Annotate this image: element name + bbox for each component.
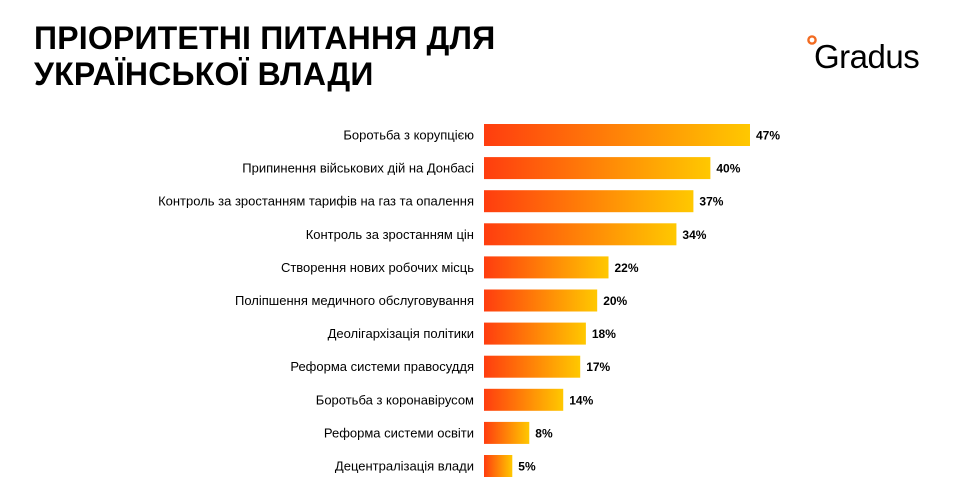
bars-group: Боротьба з корупцією 47% Припинення військ… <box>158 124 780 477</box>
category-label: Децентралізація влади <box>335 459 474 474</box>
bar <box>484 223 677 246</box>
bar <box>484 421 530 444</box>
page-title-line-2: УКРАЇНСЬКОЇ ВЛАДИ <box>34 56 374 92</box>
value-label: 5% <box>518 460 536 474</box>
value-label: 18% <box>592 327 616 341</box>
bar <box>484 455 513 477</box>
value-label: 40% <box>716 162 740 176</box>
value-label: 34% <box>682 228 706 242</box>
value-label: 8% <box>535 426 553 440</box>
value-label: 37% <box>699 195 723 209</box>
value-label: 47% <box>756 129 780 143</box>
gradus-logo: Gradus <box>807 35 920 75</box>
bar <box>484 322 586 345</box>
bar <box>484 256 609 279</box>
logo-accent-dot <box>807 35 817 45</box>
category-label: Припинення військових дій на Донбасі <box>242 161 474 176</box>
category-label: Контроль за зростанням цін <box>306 227 474 242</box>
page-title: ПРІОРИТЕТНІ ПИТАННЯ ДЛЯ УКРАЇНСЬКОЇ ВЛАД… <box>34 20 495 92</box>
category-label: Створення нових робочих місць <box>281 260 474 275</box>
category-label: Боротьба з корупцією <box>343 128 474 143</box>
category-label: Поліпшення медичного обслуговування <box>235 293 474 308</box>
bar <box>484 124 750 146</box>
value-label: 20% <box>603 294 627 308</box>
value-label: 22% <box>615 261 639 275</box>
category-label: Контроль за зростанням тарифів на газ та… <box>158 194 474 209</box>
value-label: 17% <box>586 360 610 374</box>
page-title-line-1: ПРІОРИТЕТНІ ПИТАННЯ ДЛЯ <box>34 20 496 56</box>
bar <box>484 355 581 378</box>
category-label: Реформа системи правосуддя <box>290 359 474 374</box>
logo-text: Gradus <box>814 38 919 75</box>
bar <box>484 157 711 180</box>
bar <box>484 388 564 411</box>
category-label: Боротьба з коронавірусом <box>316 392 474 407</box>
bar <box>484 190 694 213</box>
value-label: 14% <box>569 393 593 407</box>
category-label: Деолігархізація політики <box>328 326 474 341</box>
category-label: Реформа системи освіти <box>324 425 474 440</box>
bar <box>484 289 598 312</box>
